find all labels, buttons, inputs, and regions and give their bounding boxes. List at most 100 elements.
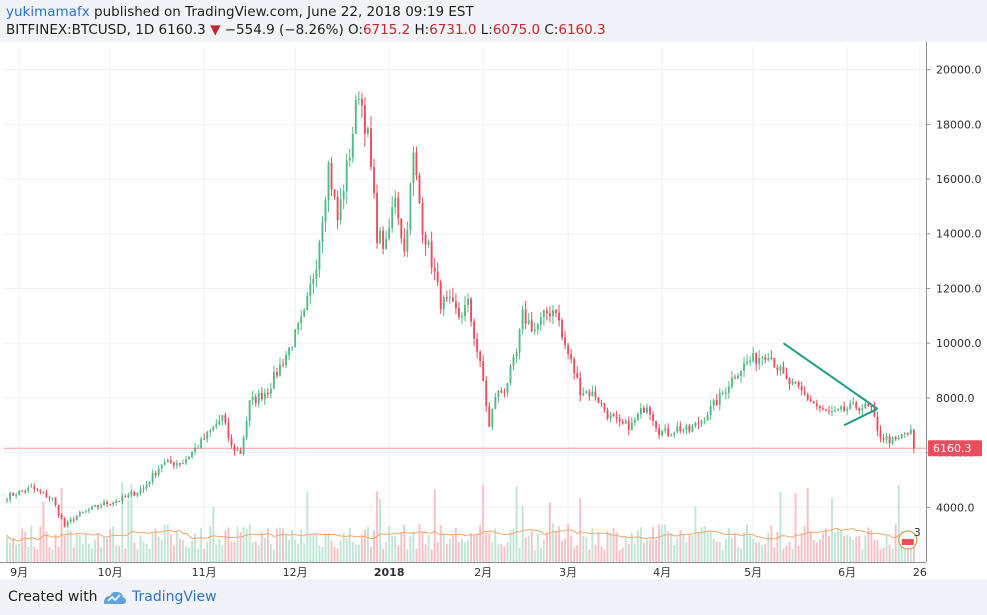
candle-body (321, 221, 324, 242)
author-link[interactable]: yukimamafx (6, 4, 90, 20)
candle-body (482, 361, 485, 381)
volume-bar (24, 531, 27, 562)
chart-area[interactable]: 4000.06000.08000.010000.012000.014000.01… (0, 42, 987, 579)
candle-body (579, 377, 582, 396)
volume-bar (324, 533, 327, 562)
candle-body (266, 392, 269, 394)
candle-body (485, 380, 488, 407)
volume-bar (609, 532, 612, 562)
candle-body (530, 320, 533, 332)
candle-body (212, 426, 215, 431)
candle-body (133, 492, 136, 496)
candle-body (154, 472, 157, 475)
candle-body (115, 501, 118, 503)
volume-bar (51, 549, 54, 562)
volume-bar (285, 535, 287, 562)
volume-bar (770, 525, 773, 562)
candle-body (185, 459, 187, 464)
candle-body (9, 492, 12, 500)
candle-body (60, 515, 63, 519)
volume-bar (815, 542, 818, 562)
volume-bar (852, 539, 855, 562)
candle-body (427, 241, 430, 245)
candle-body (439, 282, 442, 310)
volume-bar (503, 546, 506, 562)
volume-bar (439, 525, 442, 562)
volume-bar (545, 532, 548, 562)
volume-bar (300, 529, 303, 562)
trendline (782, 342, 879, 410)
volume-bar (746, 524, 748, 562)
candle-body (840, 406, 843, 410)
volume-bar (639, 527, 642, 562)
candle-body (279, 364, 281, 376)
volume-bar (69, 530, 72, 562)
volume-bar (57, 546, 60, 562)
candle-body (655, 420, 658, 428)
candle-body (424, 234, 427, 245)
x-tick-label: 5月 (744, 566, 762, 579)
volume-bar (418, 524, 421, 562)
candle-body (388, 227, 391, 239)
candle-body (834, 410, 836, 412)
candle-body (491, 409, 494, 427)
candle-body (97, 505, 99, 507)
tradingview-brand-link[interactable]: TradingView (132, 589, 217, 605)
volume-bar (573, 547, 576, 562)
open-value: 6715.2 (362, 22, 411, 38)
candle-body (661, 430, 664, 436)
volume-bar (6, 535, 8, 562)
candle-body (473, 321, 476, 339)
price-chart[interactable]: 4000.06000.08000.010000.012000.014000.01… (0, 42, 987, 579)
candle-body (63, 518, 66, 527)
y-tick-label: 8000.0 (936, 392, 975, 405)
volume-bar (406, 549, 409, 562)
candle-body (242, 437, 245, 454)
volume-bar (539, 547, 542, 562)
created-with-text: Created with (8, 589, 98, 605)
volume-bar (185, 546, 187, 562)
volume-bar (591, 528, 594, 562)
candle-body (806, 394, 809, 400)
candle-body (545, 310, 548, 314)
candle-body (570, 354, 573, 360)
candle-body (151, 472, 154, 483)
volume-bar (254, 541, 257, 562)
volume-bar (245, 528, 248, 562)
volume-bar (737, 546, 739, 562)
volume-bar (630, 532, 633, 562)
volume-bar (752, 538, 755, 562)
volume-bar (363, 529, 366, 562)
volume-bar (215, 544, 218, 562)
low-label: L: (480, 22, 493, 38)
candle-body (373, 166, 375, 194)
volume-bar (367, 527, 369, 562)
candle-body (809, 399, 812, 402)
candle-body (876, 416, 879, 431)
candle-body (788, 378, 791, 385)
candle-body (797, 382, 800, 387)
candle-body (48, 497, 51, 499)
candle-body (858, 408, 861, 411)
candle-body (685, 425, 688, 430)
candle-body (694, 422, 697, 427)
volume-bar (709, 531, 712, 562)
candle-body (297, 323, 300, 330)
volume-bar (497, 543, 500, 562)
candle-body (260, 392, 263, 399)
tradingview-logo-icon[interactable] (101, 588, 127, 610)
candle-body (24, 491, 27, 493)
volume-bar (767, 532, 770, 562)
candle-body (630, 422, 633, 430)
candle-body (464, 305, 466, 316)
trendlines[interactable] (782, 342, 879, 427)
volume-bar (773, 547, 776, 562)
candle-body (33, 486, 36, 490)
volume-bar (54, 534, 57, 562)
volume-bar (433, 489, 436, 562)
volume-bar (442, 533, 445, 562)
volume-bar (518, 548, 521, 562)
volume-bar (391, 535, 394, 562)
candle-body (752, 353, 755, 362)
chart-header: yukimamafx published on TradingView.com,… (0, 0, 987, 42)
